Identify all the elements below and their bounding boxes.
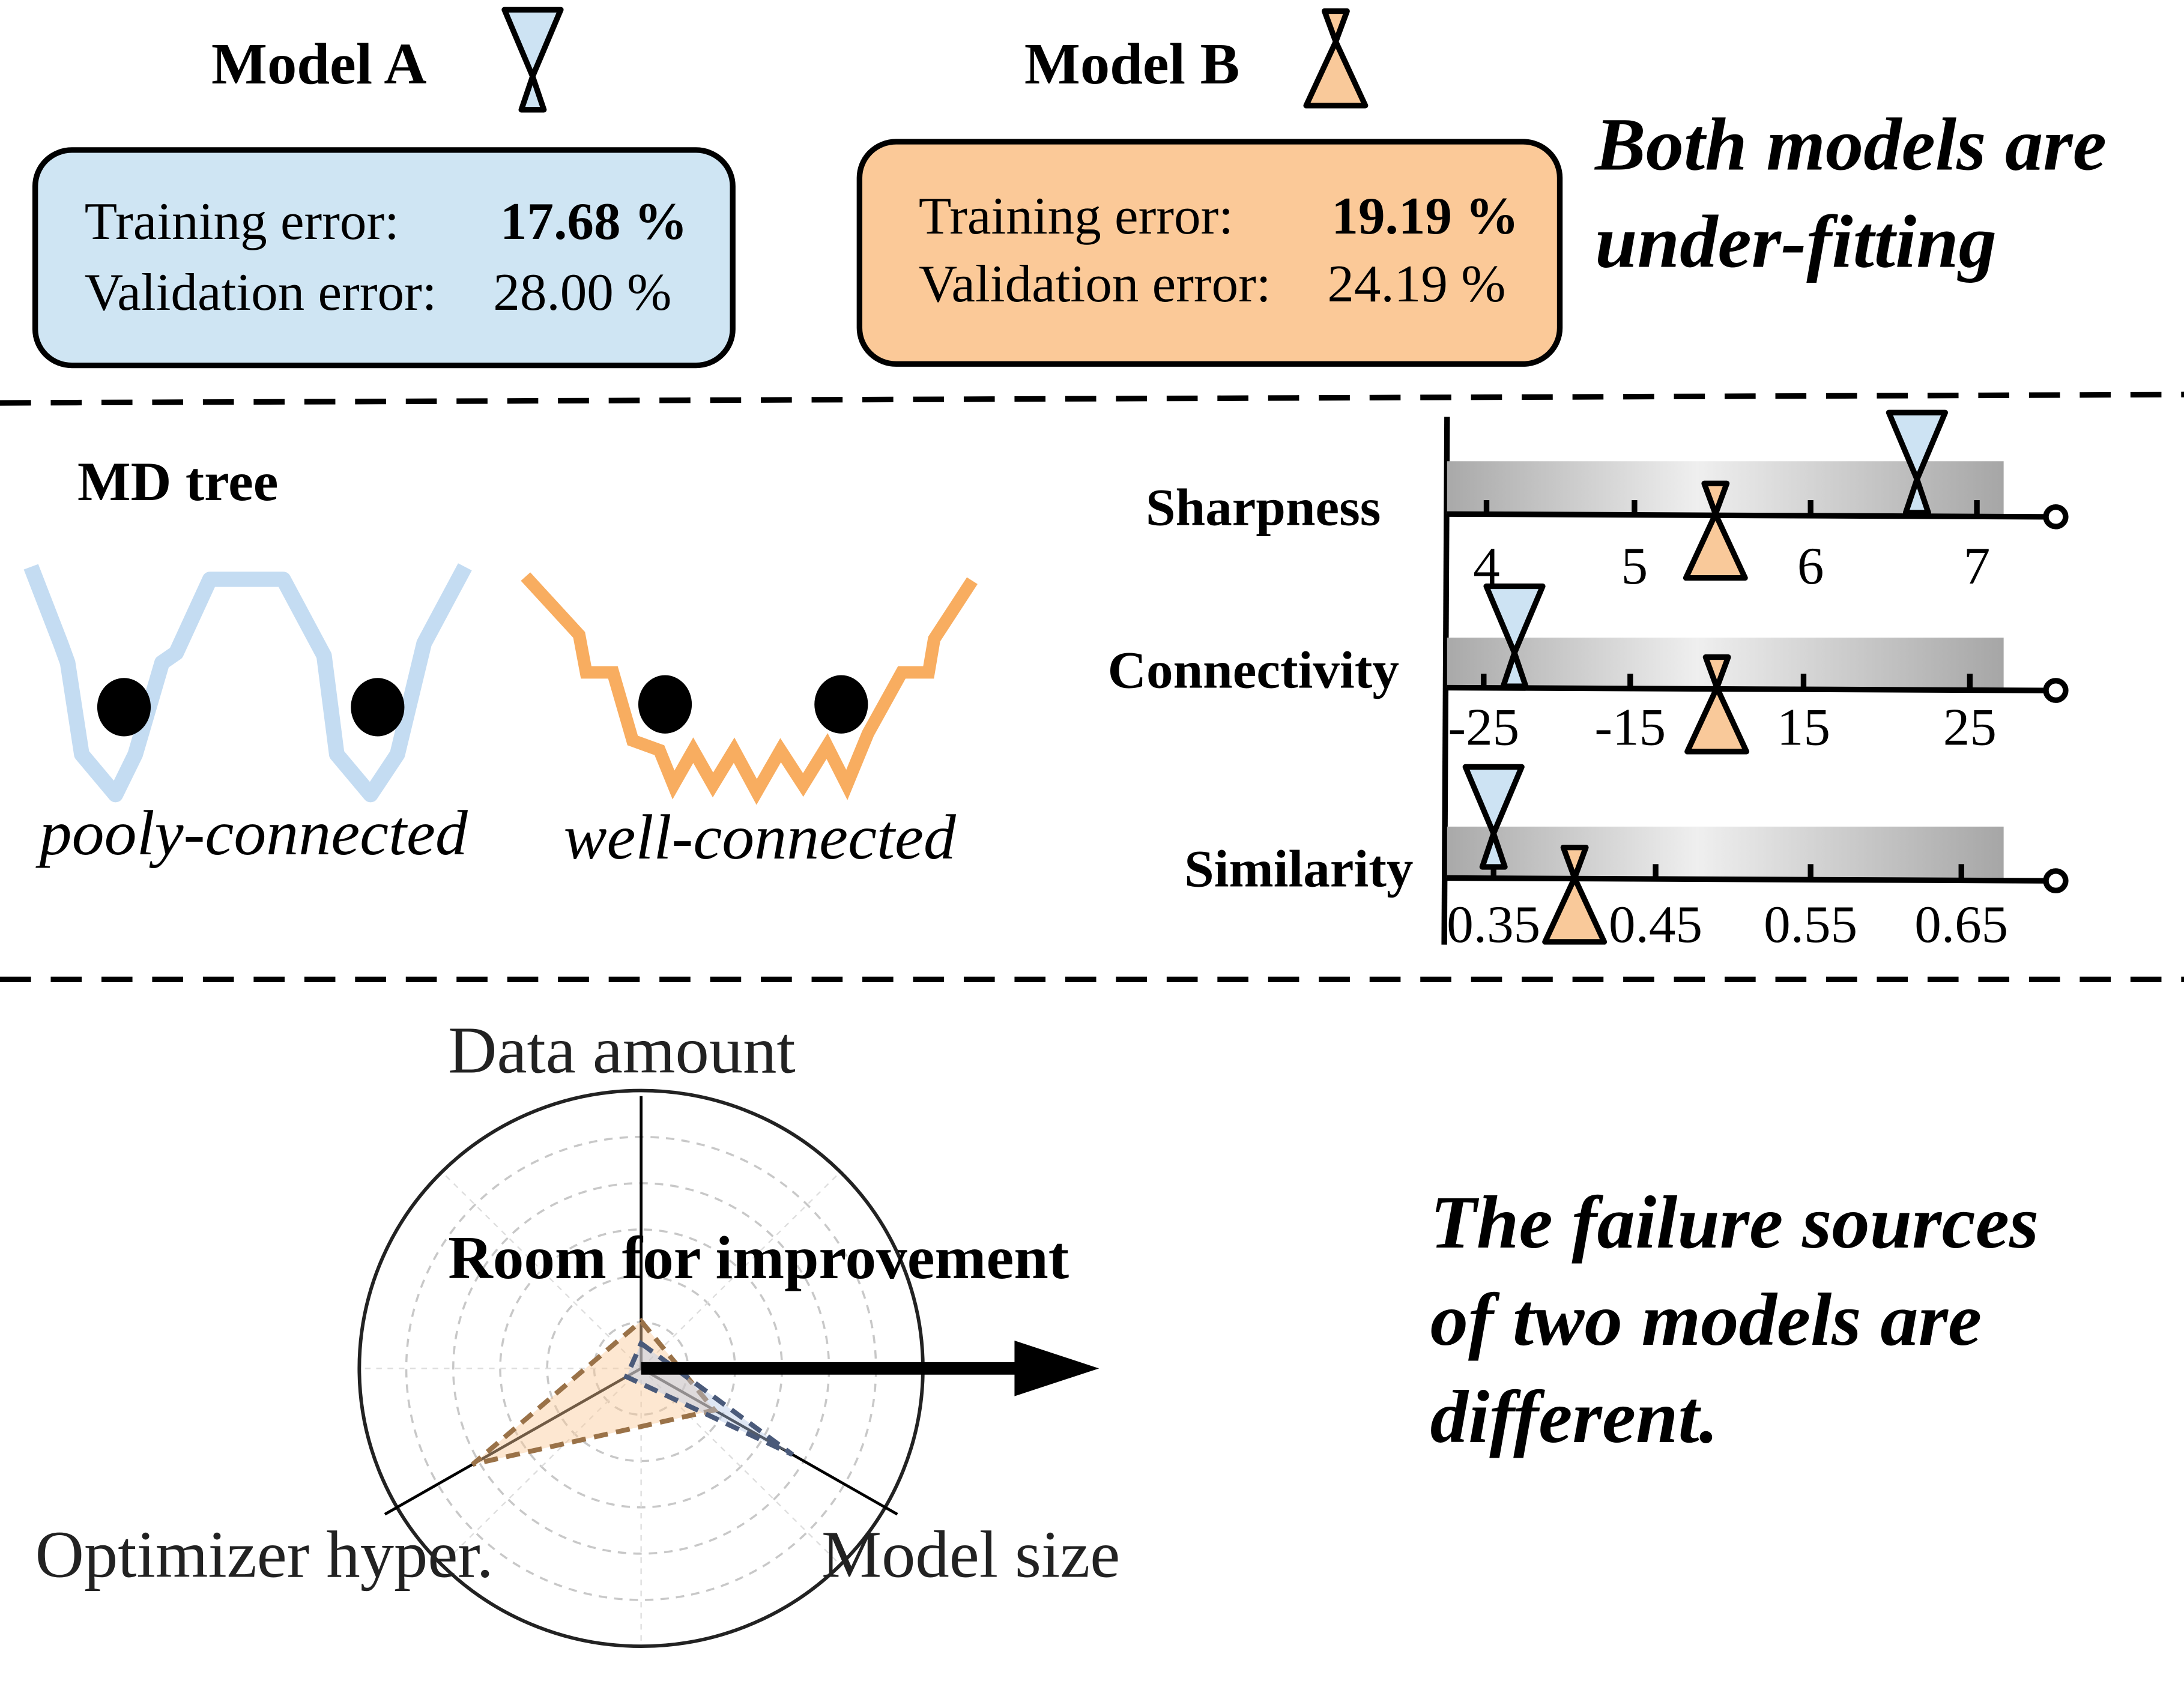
model-b-marker-icon xyxy=(1542,844,1608,945)
radar-grid-spoke xyxy=(441,1368,642,1566)
improvement-arrow-head-icon xyxy=(1014,1341,1100,1396)
model-a-validation-label: Validation error: xyxy=(85,264,437,322)
model-a-box xyxy=(32,147,736,369)
axis-tick-label: 0.55 xyxy=(1764,895,1857,953)
model-a-legend-marker-icon xyxy=(501,7,564,113)
metrics-vertical-axis xyxy=(1441,417,1450,945)
metric-axis-line xyxy=(1447,875,2046,884)
room-for-improvement-label: Room for improvement xyxy=(448,1225,1069,1292)
metric-label: Similarity xyxy=(1184,840,1413,898)
conclusion-bottom-line-3: different. xyxy=(1430,1376,1719,1459)
radar-axis-label-model-size: Model size xyxy=(821,1518,1120,1592)
model-a-validation-value: 28.00 % xyxy=(493,264,671,322)
poorly-connected-curve xyxy=(23,563,472,803)
metric-axis-line xyxy=(1447,511,2046,520)
minimum-dot xyxy=(814,675,868,734)
model-a-marker-icon xyxy=(1886,409,1949,516)
radar-axis-label-optimizer: Optimizer hyper. xyxy=(35,1518,494,1592)
model-a-title: Model A xyxy=(211,32,427,96)
axis-tick-label: -25 xyxy=(1448,698,1519,756)
axis-end-circle-icon xyxy=(2043,868,2069,893)
axis-tick-label: 25 xyxy=(1943,698,1997,756)
model-b-marker-icon xyxy=(1303,8,1369,109)
conclusion-top-line-1: Both models are xyxy=(1594,103,2107,186)
model-b-legend-marker-icon xyxy=(1303,8,1369,109)
axis-tick-label: 15 xyxy=(1777,698,1830,756)
radar-axis-label-data-amount: Data amount xyxy=(448,1013,796,1087)
model-b-title: Model B xyxy=(1024,32,1240,96)
conclusion-bottom-line-2: of two models are xyxy=(1430,1279,1982,1362)
model-a-marker-icon xyxy=(1483,583,1546,689)
model-a-training-value: 17.68 % xyxy=(500,193,688,251)
minimum-dot xyxy=(97,678,151,737)
model-a-marker-icon xyxy=(501,7,564,113)
poorly-connected-label: pooly-connected xyxy=(35,798,468,869)
axis-tick-label: 0.35 xyxy=(1447,895,1540,953)
section-divider xyxy=(0,391,2184,406)
radar-grid-spoke xyxy=(441,1171,642,1369)
metric-axis-line xyxy=(1447,684,2046,693)
metric-row-connectivity: Connectivity -25 -15 15 25 xyxy=(1108,583,2069,756)
model-a-marker-icon xyxy=(1462,764,1525,870)
model-b-validation-value: 24.19 % xyxy=(1327,255,1505,313)
conclusion-top-line-2: under-fitting xyxy=(1595,201,1997,283)
axis-end-circle-icon xyxy=(2043,504,2069,530)
radar-axis xyxy=(384,1367,642,1516)
axis-tick-label: 0.45 xyxy=(1609,895,1702,953)
metric-row-similarity: Similarity 0.35 0.45 0.55 0.65 xyxy=(1184,764,2069,954)
axis-tick-label: -15 xyxy=(1594,698,1666,756)
well-connected-label: well-connected xyxy=(564,802,957,873)
model-b-marker-icon xyxy=(1684,654,1750,755)
md-tree-title: MD tree xyxy=(77,451,278,513)
minimum-dot xyxy=(351,678,405,737)
model-b-marker-icon xyxy=(1683,480,1748,581)
axis-tick-label: 7 xyxy=(1964,537,1991,595)
conclusion-bottom-line-1: The failure sources xyxy=(1430,1182,2039,1264)
metric-label: Connectivity xyxy=(1108,641,1399,699)
axis-tick-label: 0.65 xyxy=(1914,895,2008,953)
axis-tick-label: 5 xyxy=(1621,537,1648,595)
model-b-training-value: 19.19 % xyxy=(1331,187,1519,245)
model-b-box xyxy=(856,139,1563,367)
metric-label: Sharpness xyxy=(1146,478,1381,537)
metric-range-bar xyxy=(1447,826,2004,878)
well-connected-curve xyxy=(521,572,978,805)
axis-end-circle-icon xyxy=(2043,678,2069,703)
model-a-training-label: Training error: xyxy=(85,193,399,251)
axis-tick-label: 6 xyxy=(1797,537,1824,595)
minimum-dot xyxy=(638,675,692,734)
model-b-training-label: Training error: xyxy=(919,187,1233,245)
model-b-validation-label: Validation error: xyxy=(919,255,1271,313)
